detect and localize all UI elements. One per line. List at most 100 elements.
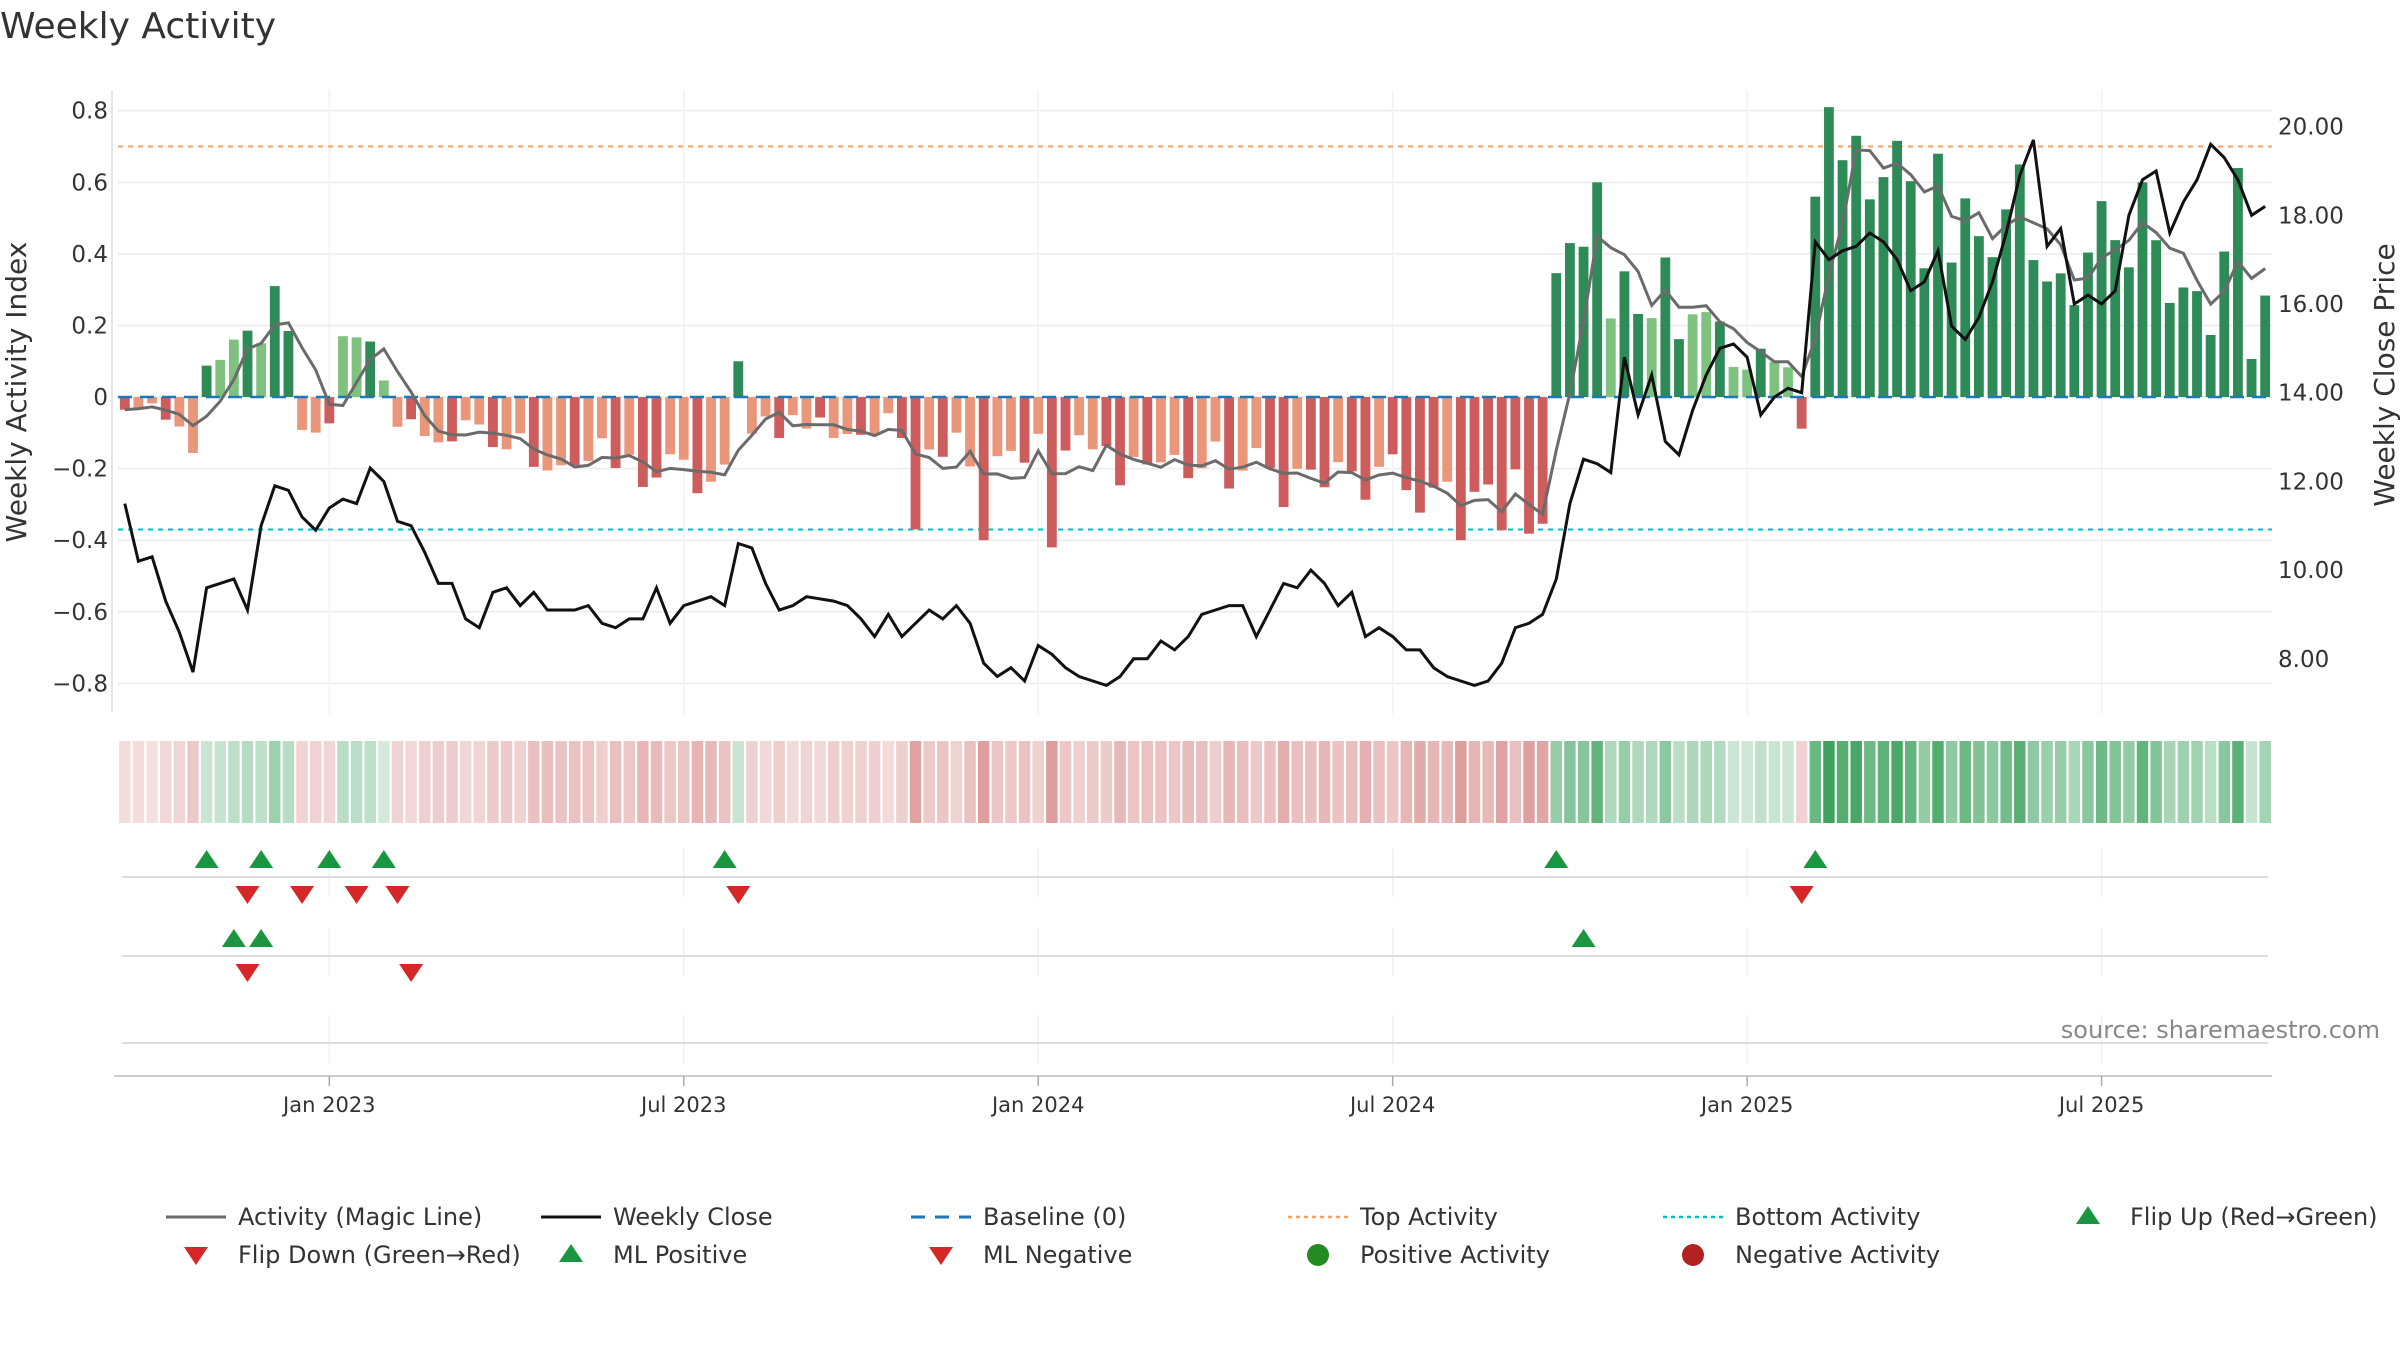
activity-bar xyxy=(774,397,785,438)
activity-bar xyxy=(951,397,962,433)
legend-swatch xyxy=(1307,1244,1329,1266)
activity-bar xyxy=(2233,168,2243,398)
activity-bar xyxy=(1346,397,1357,472)
activity-bar xyxy=(2014,164,2025,398)
heat-cell xyxy=(1005,741,1017,823)
heat-cell xyxy=(1864,741,1876,823)
flip-markers-up-marker xyxy=(1544,850,1569,868)
heat-cell xyxy=(568,741,581,823)
activity-bar xyxy=(1687,314,1698,398)
activity-bar xyxy=(556,397,566,466)
heat-cell xyxy=(1809,741,1822,823)
heat-cell xyxy=(828,741,840,823)
activity-bar xyxy=(2219,251,2230,398)
activity-bar xyxy=(1156,397,1166,463)
activity-bar xyxy=(597,397,607,439)
heat-cell xyxy=(187,741,199,823)
activity-bar xyxy=(1851,135,1862,398)
activity-bar xyxy=(1292,397,1303,469)
activity-bar xyxy=(1428,397,1439,488)
heat-cell xyxy=(1046,741,1058,823)
magic-line xyxy=(124,148,2267,517)
heat-cell xyxy=(1823,741,1835,823)
heat-cell xyxy=(1905,741,1917,823)
activity-bar xyxy=(1469,397,1480,492)
activity-bar xyxy=(1728,366,1739,398)
heat-cell xyxy=(800,741,813,823)
activity-bar xyxy=(706,397,716,482)
legend-item: Flip Up (Red→Green) xyxy=(2076,1203,2378,1231)
heat-cell xyxy=(1673,741,1685,823)
heat-cell xyxy=(2204,741,2217,823)
activity-bar xyxy=(147,397,157,404)
heat-cell xyxy=(1605,741,1617,823)
x-tick-label: Jan 2025 xyxy=(1699,1093,1794,1117)
legend-label: Top Activity xyxy=(1359,1203,1498,1231)
heat-cell xyxy=(1400,741,1413,823)
heat-cell xyxy=(582,741,595,823)
activity-bar xyxy=(269,286,280,398)
heat-cell xyxy=(964,741,976,823)
flip-markers-up-marker xyxy=(1803,850,1828,868)
heat-cell xyxy=(2082,741,2094,823)
activity-bar xyxy=(1987,257,1998,398)
activity-bar xyxy=(1783,367,1793,398)
activity-bar xyxy=(201,365,212,398)
heat-cell xyxy=(1591,741,1603,823)
left-tick-label: −0.6 xyxy=(52,600,108,626)
heat-cell xyxy=(2164,741,2176,823)
heat-cell xyxy=(2095,741,2108,823)
left-tick-label: 0 xyxy=(93,385,108,411)
activity-bar xyxy=(2164,302,2175,398)
activity-bar xyxy=(1237,397,1248,471)
x-axis: Jan 2023 Jul 2023 Jan 2024 Jul 2024 Jan 2025… xyxy=(114,1075,2272,1117)
heat-cell xyxy=(1441,741,1453,823)
heat-cell xyxy=(459,741,472,823)
activity-bars xyxy=(118,107,2272,548)
activity-bar xyxy=(1183,397,1194,479)
right-y-axis: 20.00 18.00 16.00 14.00 12.00 10.00 8.00 xyxy=(2278,115,2344,673)
heat-cell xyxy=(1741,741,1753,823)
activity-bar xyxy=(678,397,689,460)
chart-title: Weekly Activity xyxy=(0,6,276,47)
heat-cell xyxy=(1700,741,1712,823)
heat-cell xyxy=(1482,741,1494,823)
heat-cell xyxy=(1114,741,1126,823)
heat-cell xyxy=(977,741,990,823)
heat-cell xyxy=(2041,741,2053,823)
activity-bar xyxy=(2246,358,2257,398)
left-tick-label: 0.6 xyxy=(71,170,108,196)
flip-markers-down-marker xyxy=(290,886,315,904)
activity-bar xyxy=(1401,397,1412,491)
heat-cell xyxy=(1414,741,1426,823)
activity-bar xyxy=(1919,268,1930,398)
reference-lines xyxy=(118,145,2272,531)
right-tick-label: 14.00 xyxy=(2278,381,2344,407)
activity-bar xyxy=(1087,397,1098,450)
activity-bar xyxy=(1769,361,1780,398)
activity-bar xyxy=(528,397,539,467)
heat-cell xyxy=(1836,741,1849,823)
activity-bar xyxy=(324,397,335,424)
heat-cell xyxy=(337,741,349,823)
heat-cell xyxy=(1059,741,1072,823)
heat-cell xyxy=(1714,741,1726,823)
left-tick-label: 0.8 xyxy=(71,99,108,125)
activity-bar xyxy=(2151,240,2162,398)
legend-item: Weekly Close xyxy=(541,1203,773,1231)
heat-cell xyxy=(1223,741,1235,823)
activity-bar xyxy=(910,397,921,530)
heat-cell xyxy=(119,741,131,823)
activity-bar xyxy=(1592,182,1603,398)
activity-bar xyxy=(1946,262,1957,398)
activity-bar xyxy=(856,397,866,435)
heat-cell xyxy=(691,741,704,823)
activity-bar xyxy=(1278,397,1289,508)
activity-bar xyxy=(1319,397,1330,488)
x-tick-label: Jul 2023 xyxy=(639,1093,726,1117)
activity-bar xyxy=(1019,397,1030,463)
legend-swatch xyxy=(929,1247,953,1265)
legend-item: Baseline (0) xyxy=(911,1203,1126,1231)
activity-bar xyxy=(1251,397,1262,449)
heat-cell xyxy=(664,741,676,823)
